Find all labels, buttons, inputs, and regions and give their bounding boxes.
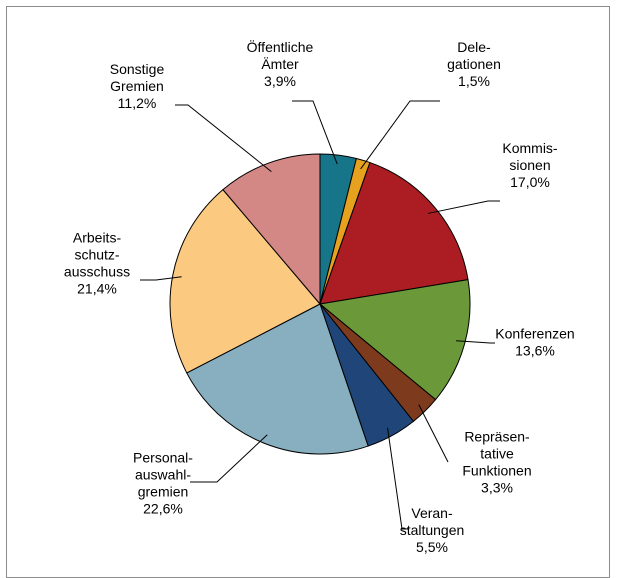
slice-label-line: 22,6% <box>143 501 183 517</box>
leader-line-8 <box>140 276 182 281</box>
slice-label-line: Repräsen- <box>464 429 530 445</box>
leader-line-2 <box>360 100 440 170</box>
slice-label-5: Repräsen-tative Funktionen 3,3% <box>462 429 531 496</box>
slice-label-line: auswahl- <box>135 467 191 483</box>
slice-label-line: Dele- <box>457 39 491 55</box>
slice-label-line: schutz- <box>74 247 119 263</box>
pie-slice-4 <box>318 279 471 401</box>
slice-label-line: ausschuss <box>64 264 130 280</box>
slice-label-line: 13,6% <box>515 343 555 359</box>
slice-label-line: gremien <box>138 484 189 500</box>
slice-label-line: 17,0% <box>510 174 550 190</box>
slice-label-line: 11,2% <box>118 95 157 111</box>
slice-label-8: Arbeits-schutz-ausschuss 21,4% <box>64 230 130 297</box>
slice-label-line: 5,5% <box>416 539 448 555</box>
slice-label-7: Personal-auswahl-gremien 22,6% <box>133 450 193 517</box>
pie-slice-8 <box>169 188 321 374</box>
pie-slice-9 <box>222 153 321 306</box>
slice-label-6: Veran-staltungen 5,5% <box>400 505 465 555</box>
slice-label-line: Ämter <box>261 56 299 72</box>
slice-label-line: Funktionen <box>462 463 531 479</box>
leader-line-1 <box>292 100 338 165</box>
slice-label-line: sionen <box>509 157 550 173</box>
slice-label-line: tative <box>480 446 514 462</box>
slice-label-line: Kommis- <box>502 140 558 156</box>
slice-label-line: Öffentliche <box>247 38 314 55</box>
slice-label-line: Konferenzen <box>495 326 574 342</box>
pie-slice-7 <box>186 303 369 455</box>
slice-label-line: 3,9% <box>264 73 296 89</box>
slice-label-3: Kommis-sionen 17,0% <box>502 140 558 190</box>
slice-label-line: Veran- <box>411 505 453 521</box>
leader-line-9 <box>175 104 272 173</box>
slice-label-line: Arbeits- <box>73 230 122 246</box>
leader-line-6 <box>387 427 408 530</box>
slice-label-9: Sonstige Gremien 11,2% <box>110 61 165 111</box>
slice-label-line: 3,3% <box>481 480 513 496</box>
pie-slice-3 <box>319 161 469 305</box>
slice-label-line: staltungen <box>400 522 465 538</box>
slice-label-2: Dele-gationen 1,5% <box>447 39 501 89</box>
leader-line-3 <box>427 200 500 214</box>
slice-label-4: Konferenzen 13,6% <box>495 326 574 359</box>
slice-label-line: 1,5% <box>458 73 490 89</box>
slice-label-1: Öffentliche Ämter 3,9% <box>247 38 314 89</box>
slice-label-line: gationen <box>447 56 501 72</box>
leader-line-7 <box>190 434 268 483</box>
leader-line-5 <box>418 404 449 463</box>
slice-label-line: Gremien <box>110 78 164 94</box>
leader-line-4 <box>456 340 495 344</box>
slice-label-line: 21,4% <box>77 281 117 297</box>
slice-label-line: Personal- <box>133 450 193 466</box>
slice-label-line: Sonstige <box>110 61 165 77</box>
